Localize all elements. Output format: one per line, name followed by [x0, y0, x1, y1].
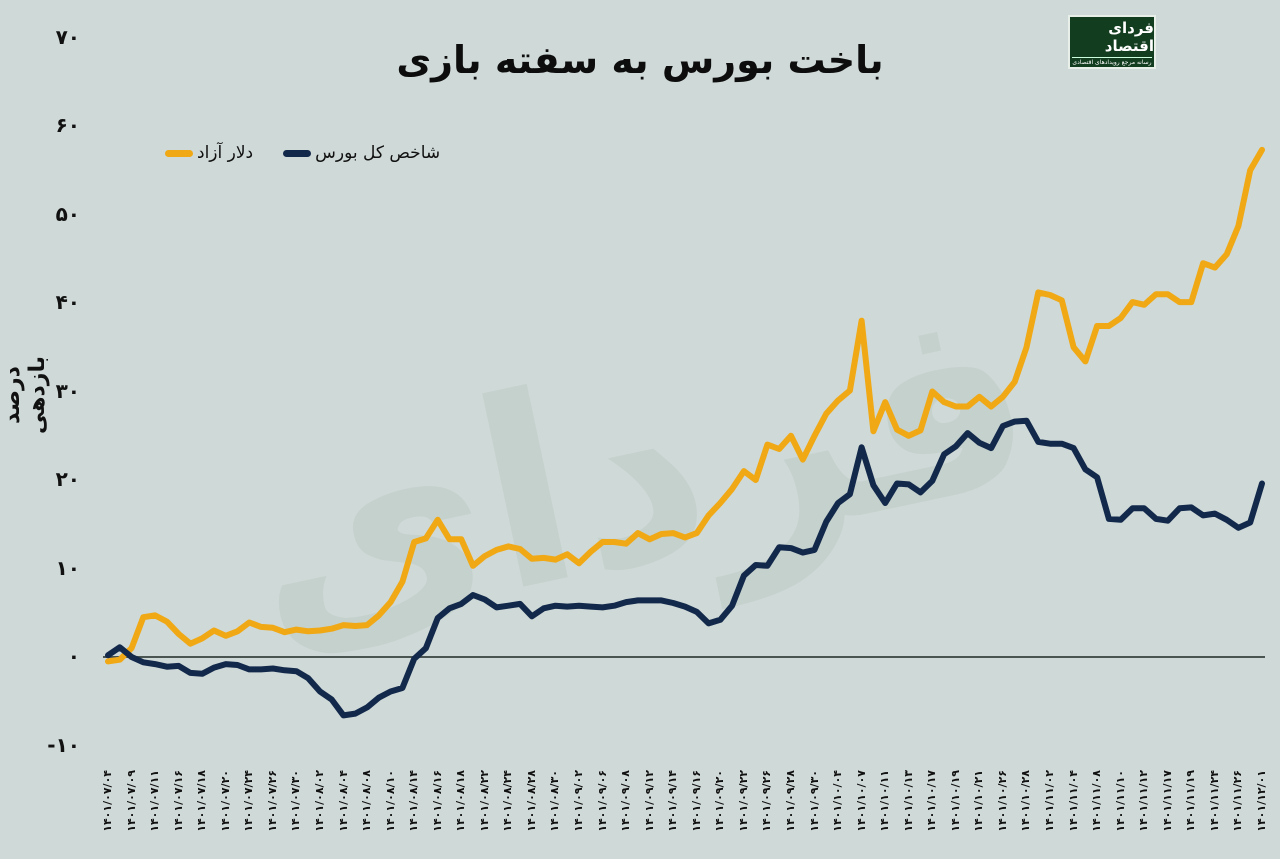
y-tick-label: ۵۰ — [55, 201, 80, 226]
svg-text:فردای: فردای — [219, 241, 1058, 704]
y-tick-label: ۲۰ — [55, 467, 80, 491]
watermark: فردای — [219, 241, 1058, 704]
legend-swatch-orange — [165, 149, 193, 157]
legend-item-stock-index: شاخص کل بورس — [283, 143, 440, 163]
stock-index-series-line — [105, 417, 1265, 719]
y-tick-label: ۶۰ — [55, 113, 80, 137]
logo-text: فردای اقتصاد — [1104, 18, 1154, 55]
legend-label: شاخص کل بورس — [315, 143, 441, 163]
y-tick-label: ۷۰ — [55, 24, 80, 49]
chart-legend: شاخص کل بورس دلار آزاد — [165, 143, 440, 163]
logo-subtext: رسانه مرجع رویدادهای اقتصادی — [1072, 56, 1152, 66]
brand-logo: فردای اقتصاد رسانه مرجع رویدادهای اقتصاد… — [1068, 15, 1156, 69]
legend-item-dollar: دلار آزاد — [165, 143, 253, 163]
dollar-series-line — [105, 146, 1265, 665]
legend-label: دلار آزاد — [197, 143, 254, 163]
y-tick-label: ۰ — [67, 644, 80, 668]
y-tick-label: ۴۰ — [55, 290, 80, 314]
legend-swatch-navy — [283, 149, 312, 157]
chart-title: باخت بورس به سفته بازی — [396, 38, 884, 82]
y-tick-label: ۳۰ — [55, 378, 80, 403]
y-tick-label: -۱۰ — [47, 732, 80, 757]
y-tick-label: ۱۰ — [55, 555, 80, 580]
